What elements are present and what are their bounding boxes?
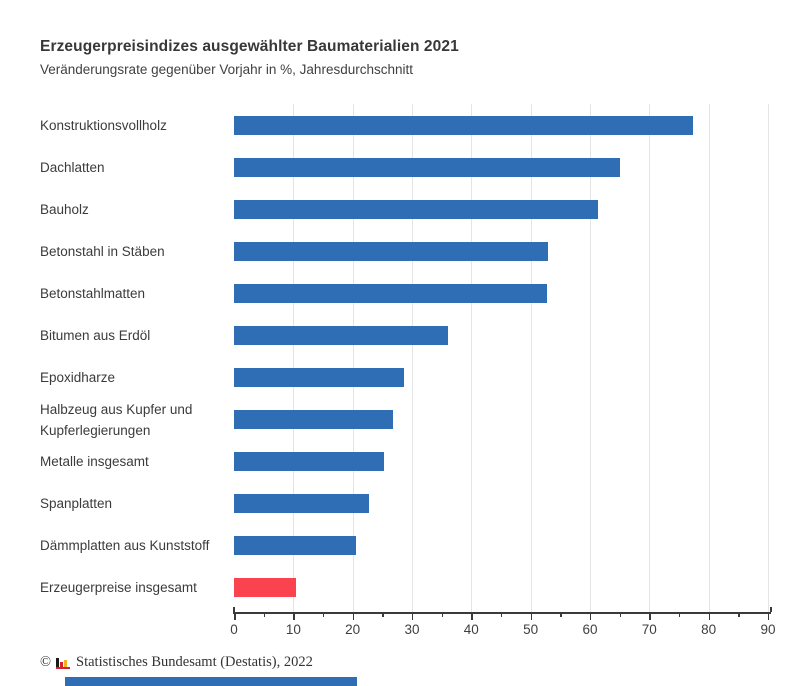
minor-tick-45 (500, 613, 503, 617)
category-label: Metalle insgesamt (40, 454, 149, 470)
bar-highlight (234, 578, 296, 598)
bar-value (234, 199, 599, 219)
gridline-10 (293, 104, 295, 612)
tick-label-40: 40 (463, 622, 479, 637)
bottom-scrollbar[interactable] (65, 677, 357, 686)
major-tick-80 (708, 613, 711, 620)
bar-value (234, 115, 693, 135)
category-label: Betonstahlmatten (40, 285, 146, 301)
copyright-symbol: © (40, 654, 52, 670)
source-text: Statistisches Bundesamt (Destatis), 2022 (76, 654, 313, 670)
bar-value (234, 241, 549, 261)
bar-value (234, 410, 393, 430)
tick-label-30: 30 (404, 622, 420, 637)
x-axis-line (233, 612, 771, 614)
gridline-30 (411, 104, 413, 612)
tick-label-70: 70 (641, 622, 657, 637)
chart-title: Erzeugerpreisindizes ausgewählter Baumat… (40, 38, 459, 55)
tick-label-50: 50 (523, 622, 539, 637)
minor-tick-25 (382, 613, 384, 617)
category-label: Konstruktionsvollholz (40, 117, 167, 133)
gridline-70 (649, 104, 651, 612)
major-tick-60 (589, 613, 592, 620)
tick-label-80: 80 (701, 622, 717, 637)
major-tick-0 (234, 613, 236, 620)
category-label: Spanplatten (40, 496, 113, 512)
major-tick-90 (767, 613, 770, 620)
bar-value (234, 157, 621, 177)
bar-value (234, 325, 448, 345)
bar-value (234, 536, 356, 556)
category-label: Betonstahl in Stäben (40, 243, 165, 259)
bar-value (234, 494, 370, 514)
tick-label-10: 10 (285, 622, 301, 637)
gridline-40 (471, 104, 473, 612)
axis-endcap (233, 607, 235, 612)
major-tick-30 (411, 613, 414, 620)
gridline-20 (352, 104, 354, 612)
category-label: Erzeugerpreise insgesamt (40, 580, 197, 596)
major-tick-10 (293, 613, 295, 620)
minor-tick-85 (738, 613, 740, 617)
destatis-logo-icon (56, 656, 71, 669)
category-label: Dämmplatten aus Kunststoff (40, 538, 210, 554)
major-tick-70 (649, 613, 651, 620)
tick-label-0: 0 (230, 622, 238, 637)
minor-tick-75 (678, 613, 681, 617)
source-footer: © Statistisches Bundesamt (Destatis), 20… (40, 654, 313, 671)
minor-tick-35 (441, 613, 444, 617)
bar-value (234, 368, 404, 388)
gridline-60 (589, 104, 591, 612)
tick-label-20: 20 (345, 622, 361, 637)
gridline-50 (530, 104, 532, 612)
minor-tick-15 (322, 613, 325, 617)
category-label: Bauholz (40, 201, 89, 217)
gridline-80 (708, 104, 710, 612)
chart-subtitle: Veränderungsrate gegenüber Vorjahr in %,… (40, 62, 413, 77)
category-label: Bitumen aus Erdöl (40, 327, 151, 343)
category-label: Dachlatten (40, 159, 105, 175)
gridline-90 (767, 104, 769, 612)
bar-value (234, 452, 385, 472)
tick-label-90: 90 (760, 622, 776, 637)
category-label: Epoxidharze (40, 370, 116, 386)
major-tick-50 (530, 613, 533, 620)
minor-tick-5 (263, 613, 266, 617)
minor-tick-55 (560, 613, 562, 617)
minor-tick-65 (619, 613, 622, 617)
tick-label-60: 60 (582, 622, 598, 637)
major-tick-40 (471, 613, 473, 620)
bar-value (234, 283, 548, 303)
axis-endcap (770, 607, 772, 612)
category-label: Halbzeug aus Kupfer und Kupferlegierunge… (40, 401, 193, 438)
major-tick-20 (352, 613, 355, 620)
